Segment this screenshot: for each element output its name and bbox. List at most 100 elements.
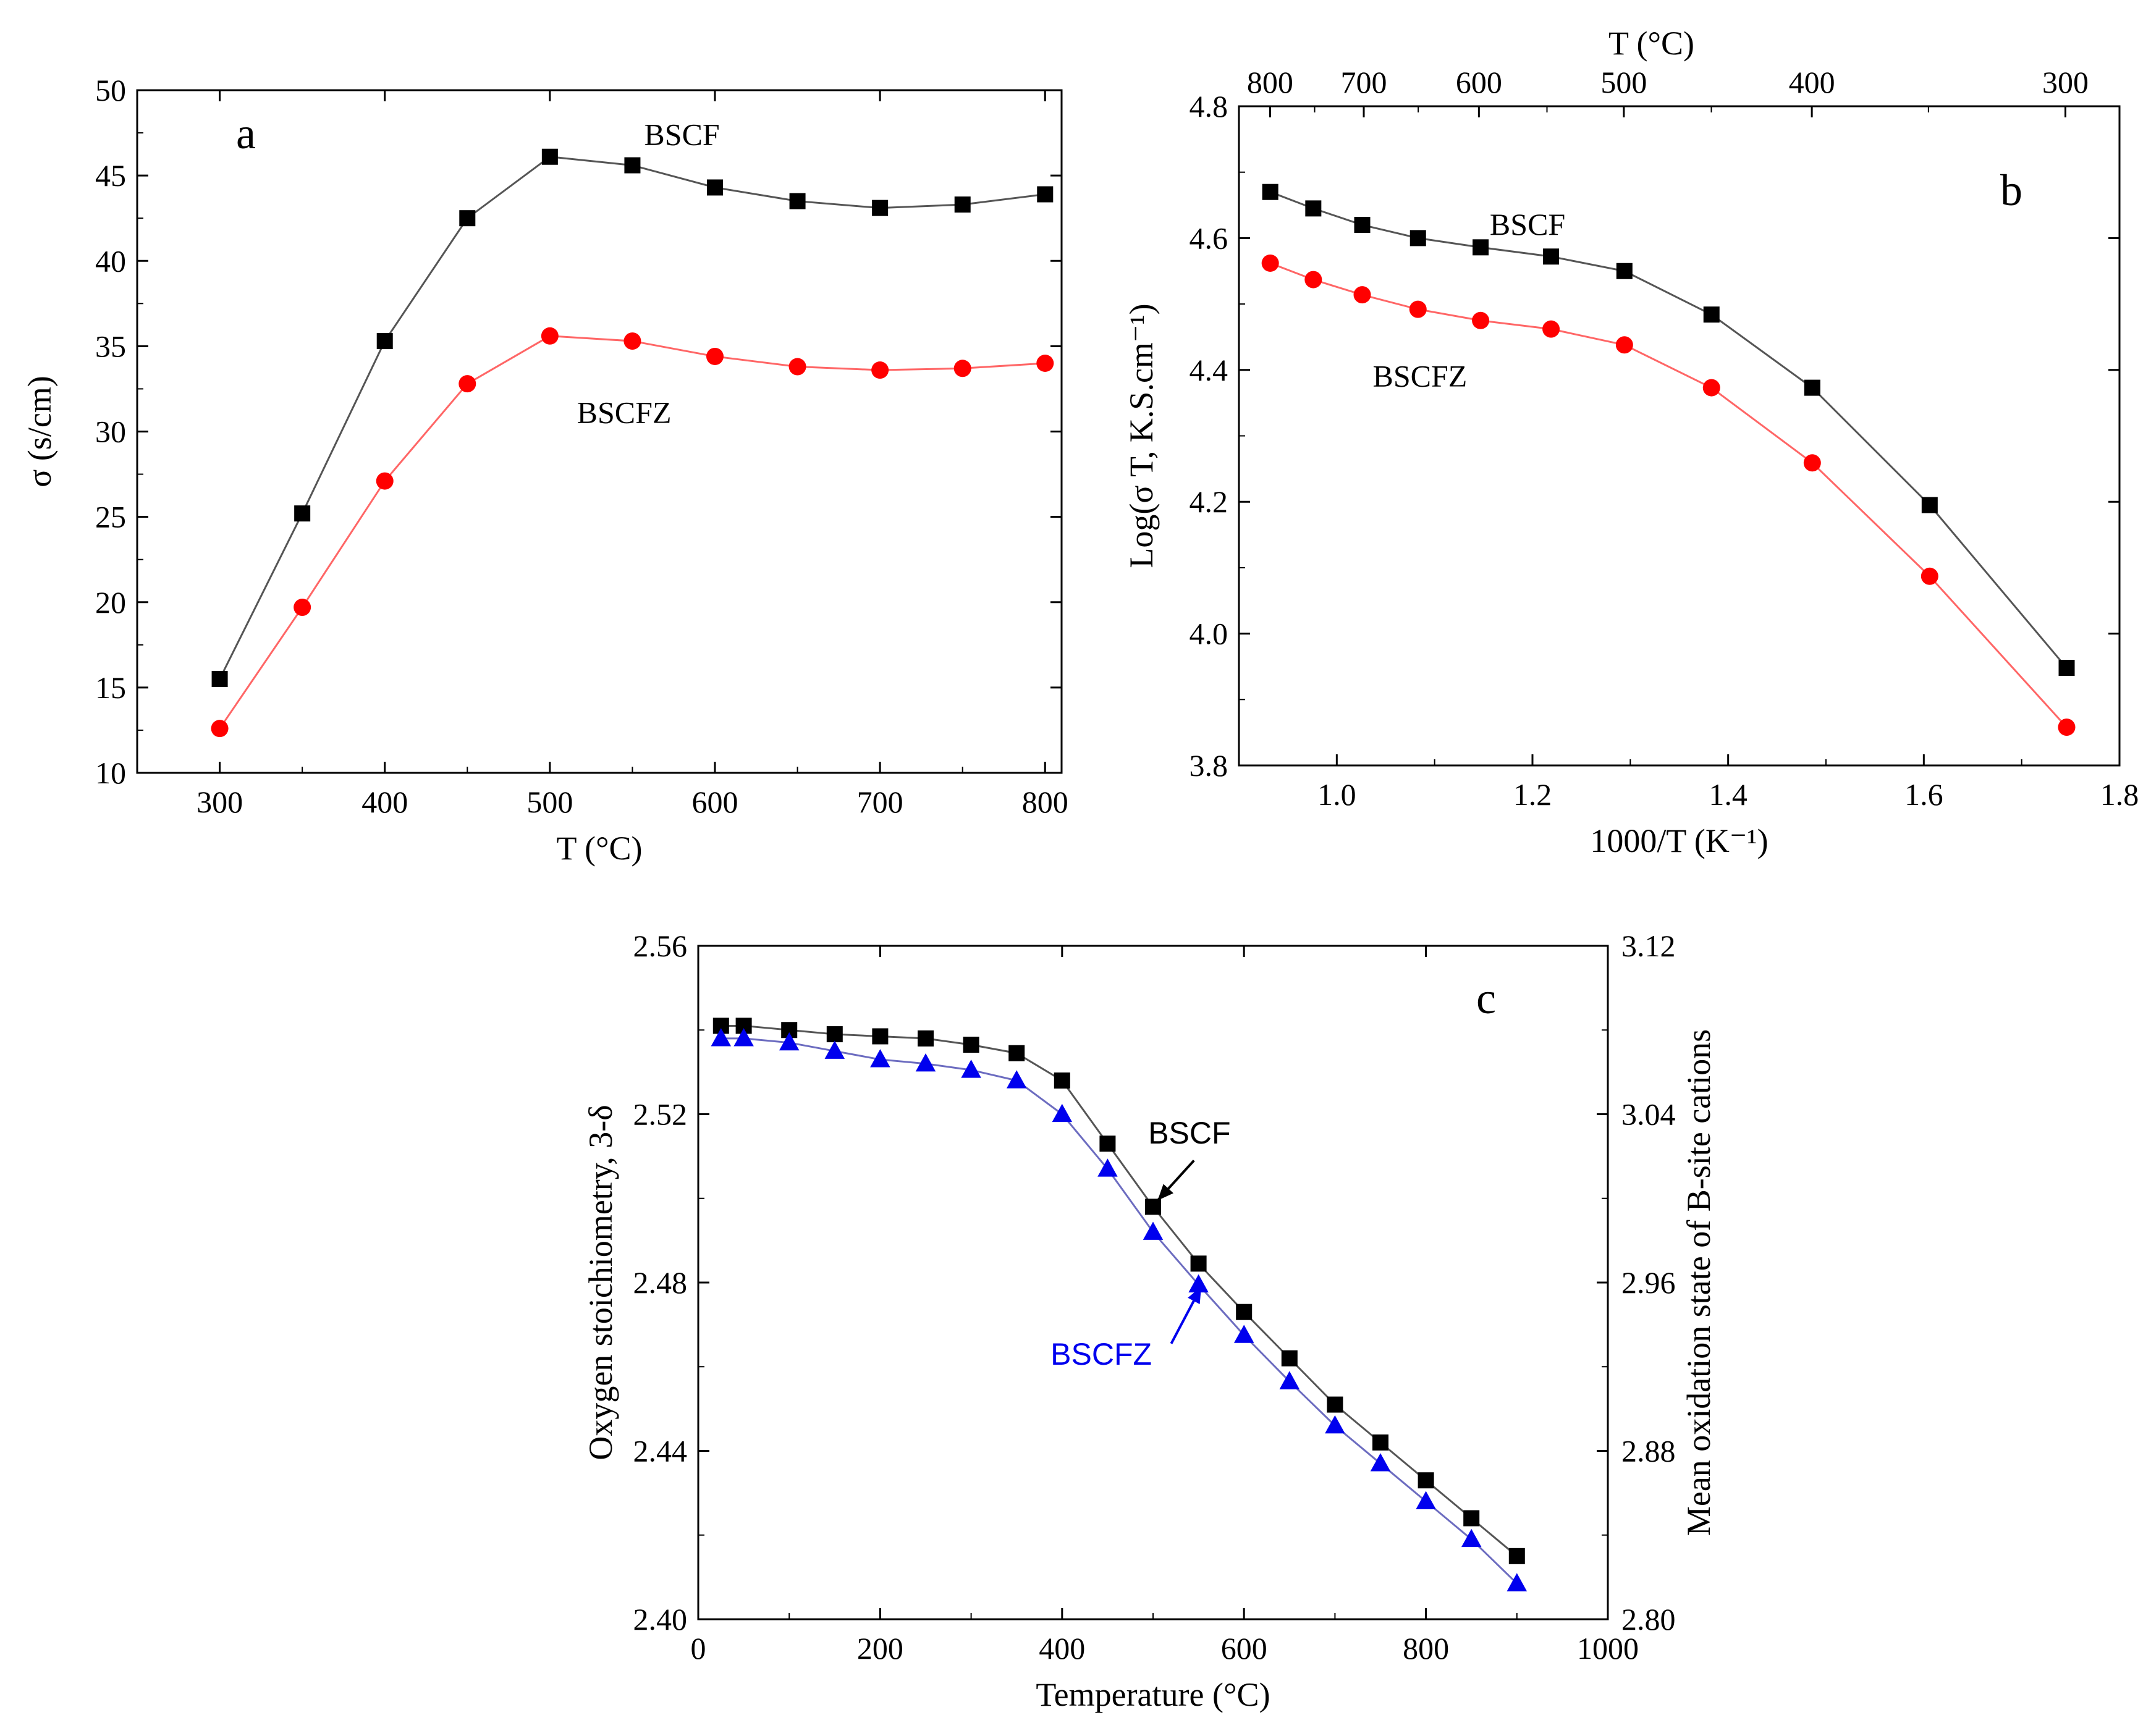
y-tick-label: 50 (95, 73, 126, 107)
data-point-bscf (918, 1030, 934, 1047)
data-point-bscfz (779, 1032, 800, 1051)
y-axis-title: Log(σ T, K.S.cm⁻¹) (1123, 303, 1160, 568)
data-point-bscf (1804, 379, 1820, 396)
data-point-bscf (789, 193, 806, 209)
data-point-bscfz (1036, 355, 1054, 372)
panel-letter: a (236, 109, 256, 158)
y-tick-label: 20 (95, 585, 126, 620)
y-tick-label: 2.40 (633, 1602, 688, 1637)
x-tick-label: 400 (1039, 1631, 1085, 1666)
data-point-bscf (1409, 230, 1426, 246)
y-tick-label: 4.0 (1190, 617, 1228, 651)
data-point-bscf (1372, 1434, 1388, 1451)
data-point-bscf (1145, 1199, 1161, 1215)
x-tick-label: 1.2 (1513, 777, 1552, 812)
data-point-bscfz (1702, 379, 1720, 397)
y-tick-label: 4.4 (1190, 353, 1228, 387)
data-point-bscf (707, 179, 723, 196)
panel-a: 300 400 500 600 700 800 10 15 20 25 30 35 40 45 50 T (°… (21, 73, 1068, 867)
series-label-bscfz: BSCFZ (1372, 358, 1467, 393)
data-point-bscfz (1325, 1415, 1345, 1434)
data-point-bscf (1305, 200, 1322, 217)
data-point-bscf (2058, 660, 2075, 676)
data-point-bscf (826, 1026, 843, 1043)
y-tick-label: 35 (95, 329, 126, 363)
data-point-bscfz (1006, 1070, 1027, 1089)
data-point-bscf (541, 148, 558, 165)
y-tick-label: 2.52 (633, 1097, 688, 1132)
arrowhead-bscf (1157, 1184, 1173, 1201)
y-tick-label: 10 (95, 756, 126, 790)
x-axis-title: 1000/T (K⁻¹) (1590, 822, 1768, 859)
y-tick-label: 2.44 (633, 1434, 688, 1468)
x-tick-label: 800 (1022, 785, 1068, 819)
top-tick-label: 700 (1341, 65, 1387, 99)
x-tick-label: 800 (1403, 1631, 1449, 1666)
data-point-bscf (624, 157, 641, 174)
data-point-bscfz (870, 1049, 890, 1068)
data-point-bscfz (1353, 286, 1371, 304)
data-point-bscfz (2058, 718, 2076, 736)
data-point-bscfz (459, 375, 476, 393)
data-point-bscf (872, 1028, 889, 1045)
y-axis-title: Oxygen stoichiometry, 3-δ (582, 1105, 619, 1460)
x-tick-label: 200 (857, 1631, 903, 1666)
data-point-bscfz (1615, 336, 1633, 354)
data-point-bscfz (961, 1060, 981, 1078)
y-tick-label: 3.8 (1190, 748, 1228, 783)
data-point-bscfz (1507, 1573, 1528, 1591)
data-point-bscf (1616, 263, 1633, 279)
data-point-bscfz (1304, 271, 1322, 289)
x-tick-label: 1000 (1577, 1631, 1639, 1666)
x-axis-title: T (°C) (556, 830, 642, 867)
x-tick-label: 0 (691, 1631, 706, 1666)
top-axis-title: T (°C) (1608, 25, 1694, 62)
data-point-bscf (1099, 1136, 1116, 1152)
panel-letter: b (2000, 166, 2022, 215)
x-tick-label: 500 (526, 785, 573, 819)
data-point-bscfz (1370, 1453, 1391, 1472)
top-tick-label: 300 (2042, 65, 2089, 99)
data-point-bscfz (788, 358, 806, 376)
data-point-bscf (1354, 217, 1371, 234)
data-point-bscfz (1416, 1491, 1436, 1509)
panel-c: 0 200 400 600 800 1000 2.40 2.44 2.48 2.52 2.56 Tem… (582, 929, 1717, 1713)
data-point-bscfz (1188, 1274, 1209, 1293)
x-tick-label: 1.4 (1709, 777, 1747, 812)
series-label-bscf: BSCF (644, 117, 719, 151)
x-tick-label: 300 (197, 785, 243, 819)
series-label-bscfz: BSCFZ (1050, 1337, 1152, 1372)
data-point-bscf (1236, 1304, 1253, 1320)
y2-tick-label: 2.80 (1621, 1602, 1676, 1637)
data-point-bscfz (1409, 300, 1427, 318)
y-tick-label: 4.8 (1190, 89, 1228, 124)
y-tick-label: 2.56 (633, 929, 688, 963)
y2-tick-label: 2.96 (1621, 1265, 1676, 1300)
data-point-bscf (1054, 1072, 1070, 1089)
data-point-bscfz (376, 472, 394, 490)
y2-tick-label: 3.04 (1621, 1097, 1676, 1132)
x-tick-label: 400 (361, 785, 408, 819)
data-point-bscf (1921, 497, 1938, 513)
data-point-bscfz (623, 332, 641, 350)
x-tick-label: 1.8 (2100, 777, 2139, 812)
data-point-bscf (1262, 183, 1278, 200)
x-tick-label: 600 (1221, 1631, 1267, 1666)
data-point-bscfz (1279, 1371, 1300, 1389)
y-tick-label: 45 (95, 158, 126, 193)
y-tick-label: 40 (95, 243, 126, 278)
series-label-bscf: BSCF (1490, 207, 1565, 242)
data-point-bscf (1508, 1548, 1525, 1564)
data-point-bscfz (953, 360, 971, 377)
data-point-bscf (1008, 1045, 1025, 1061)
data-point-bscfz (1542, 320, 1560, 338)
x-tick-label: 600 (692, 785, 738, 819)
data-point-bscf (294, 505, 311, 522)
data-point-bscf (963, 1037, 979, 1053)
data-point-bscf (1037, 186, 1054, 203)
top-tick-label: 500 (1600, 65, 1647, 99)
y-tick-label: 2.48 (633, 1265, 688, 1300)
data-point-bscf (1418, 1472, 1434, 1489)
